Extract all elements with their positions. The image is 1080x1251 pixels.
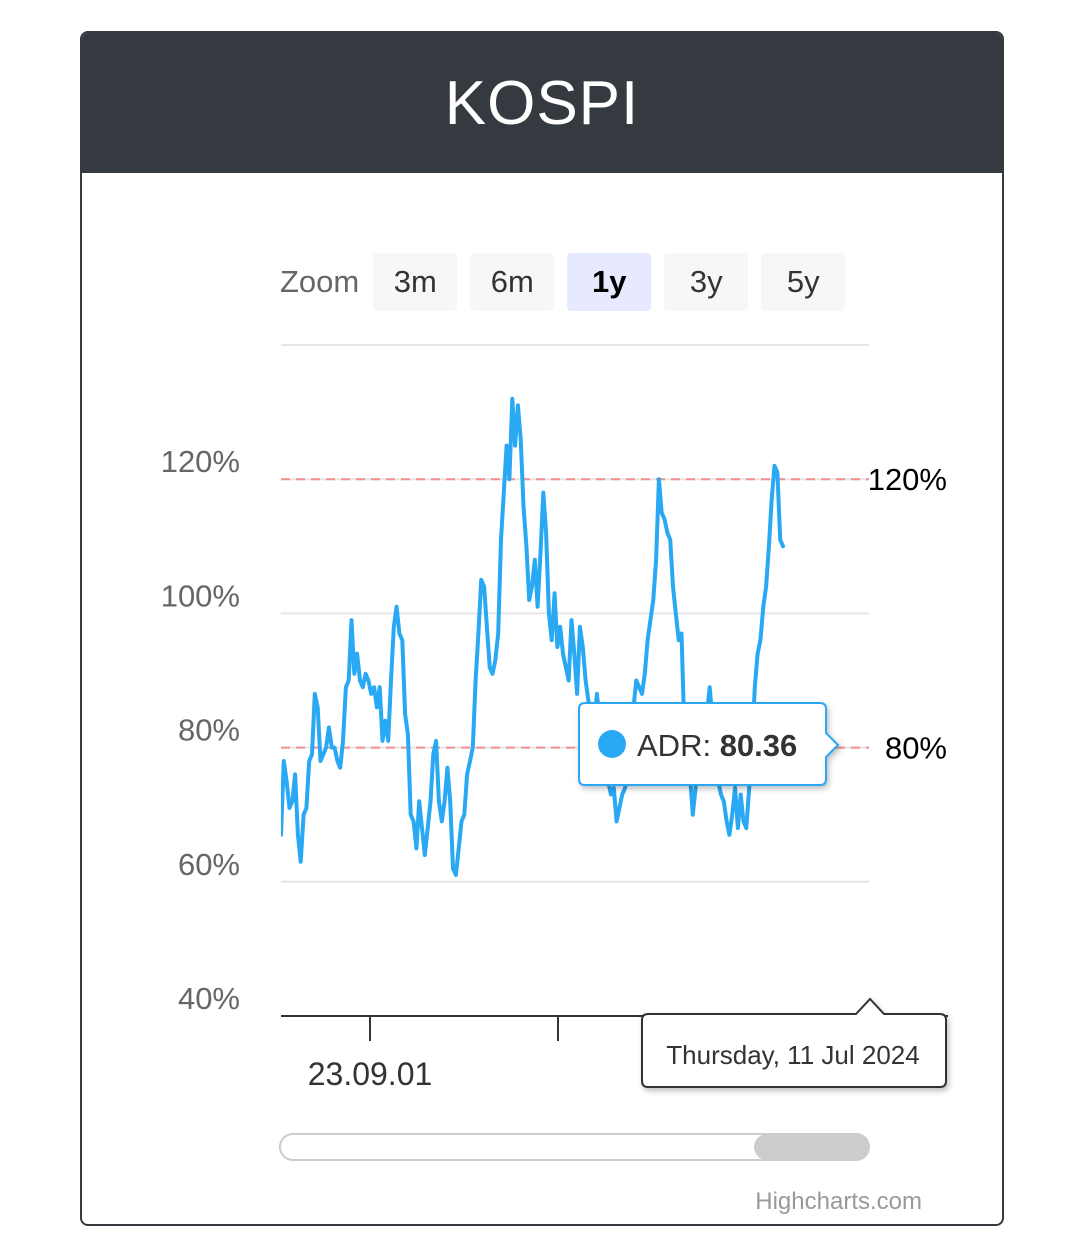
- date-tooltip: [641, 997, 947, 1088]
- value-tooltip: [578, 702, 840, 786]
- tooltip-marker: [598, 730, 626, 758]
- zoom-3y-button[interactable]: 3y: [664, 253, 749, 311]
- credits-link[interactable]: Highcharts.com: [755, 1188, 922, 1215]
- zoom-1y-button[interactable]: 1y: [567, 253, 652, 311]
- range-selector: Zoom 3m 6m 1y 3y 5y: [280, 253, 846, 311]
- zoom-3m-button[interactable]: 3m: [373, 253, 458, 311]
- plot-line-label: 120%: [868, 462, 947, 497]
- y-axis-label: 80%: [178, 713, 240, 748]
- series-line-adr: [281, 396, 785, 878]
- chart-card: KOSPI Zoom 3m 6m 1y 3y 5y 40% 60% 80% 100% 1…: [80, 31, 1004, 1226]
- y-axis-label: 60%: [178, 847, 240, 882]
- chart-title: KOSPI: [82, 33, 1002, 173]
- y-axis-label: 40%: [178, 981, 240, 1016]
- y-axis-label: 100%: [161, 578, 240, 613]
- x-axis-label: 23.09.01: [308, 1056, 433, 1092]
- tooltip-series-name: ADR: [637, 728, 702, 763]
- y-axis-label: 120%: [161, 444, 240, 479]
- tooltip-value: 80.36: [720, 728, 798, 763]
- zoom-6m-button[interactable]: 6m: [470, 253, 555, 311]
- navigator-scrollbar-thumb[interactable]: [754, 1134, 869, 1160]
- tooltip-text: ADR: 80.36: [637, 728, 797, 763]
- tooltip-date: Thursday, 11 Jul 2024: [666, 1040, 919, 1070]
- tooltip-colon: :: [702, 728, 719, 763]
- zoom-label: Zoom: [280, 264, 360, 299]
- chart-svg: 40% 60% 80% 100% 120% 120% 80% 23.09.01 ADR: …: [161, 344, 948, 1161]
- plot-line-label: 80%: [885, 731, 947, 766]
- zoom-5y-button[interactable]: 5y: [761, 253, 846, 311]
